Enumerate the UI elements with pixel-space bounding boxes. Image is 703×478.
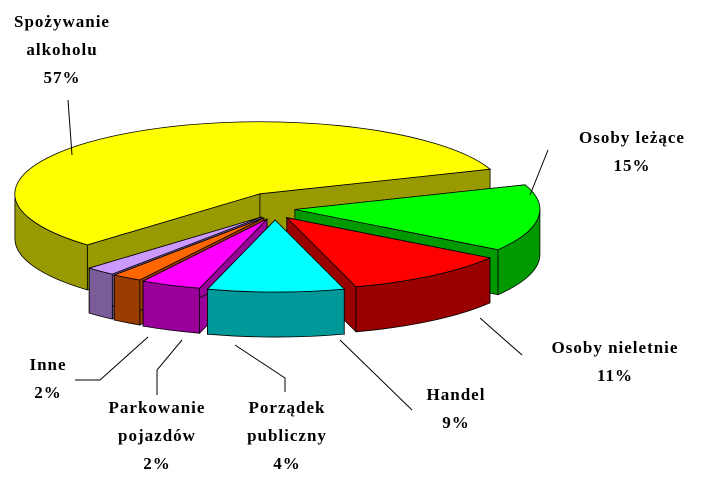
value-label: 15% <box>613 156 651 175</box>
slice-top <box>141 218 268 289</box>
leader-line <box>75 336 149 381</box>
slice-label: Osoby nieletnie 11% <box>530 334 700 390</box>
leader-line <box>339 339 413 411</box>
category-label: Handel <box>426 385 486 404</box>
slice-top <box>206 219 346 293</box>
slice-label: Handel 9% <box>416 381 496 437</box>
slice-top <box>14 121 492 246</box>
category-label: Osoby leżące <box>579 128 685 147</box>
leader-line <box>529 149 549 196</box>
slice-wall <box>88 267 113 320</box>
slice-label: Spożywanie alkoholu 57% <box>7 8 117 92</box>
category-label: Osoby nieletnie <box>551 338 679 357</box>
slice-wall <box>207 288 345 338</box>
category-label: Spożywanie alkoholu <box>14 12 110 59</box>
leader-line <box>479 317 523 356</box>
slice-label: Porządek publiczny 4% <box>232 394 342 478</box>
leader-line <box>67 99 73 156</box>
slice-label: Inne 2% <box>18 351 78 407</box>
slice-wall <box>142 280 200 334</box>
slice-label: Parkowanie pojazdów 2% <box>92 394 222 478</box>
value-label: 57% <box>43 68 81 87</box>
category-label: Porządek publiczny <box>247 398 327 445</box>
slice-wall <box>113 274 141 326</box>
slice-top <box>285 217 492 288</box>
category-label: Inne <box>29 355 67 374</box>
slice-label: Osoby leżące 15% <box>557 124 703 180</box>
value-label: 2% <box>143 454 171 473</box>
category-label: Parkowanie pojazdów <box>108 398 206 445</box>
value-label: 9% <box>442 413 470 432</box>
value-label: 11% <box>596 366 634 385</box>
slice <box>206 219 346 338</box>
leader-line <box>156 339 183 395</box>
value-label: 2% <box>34 383 62 402</box>
value-label: 4% <box>273 454 301 473</box>
leader-line <box>234 344 286 392</box>
slice-top <box>112 217 264 281</box>
slice-top <box>87 216 262 275</box>
